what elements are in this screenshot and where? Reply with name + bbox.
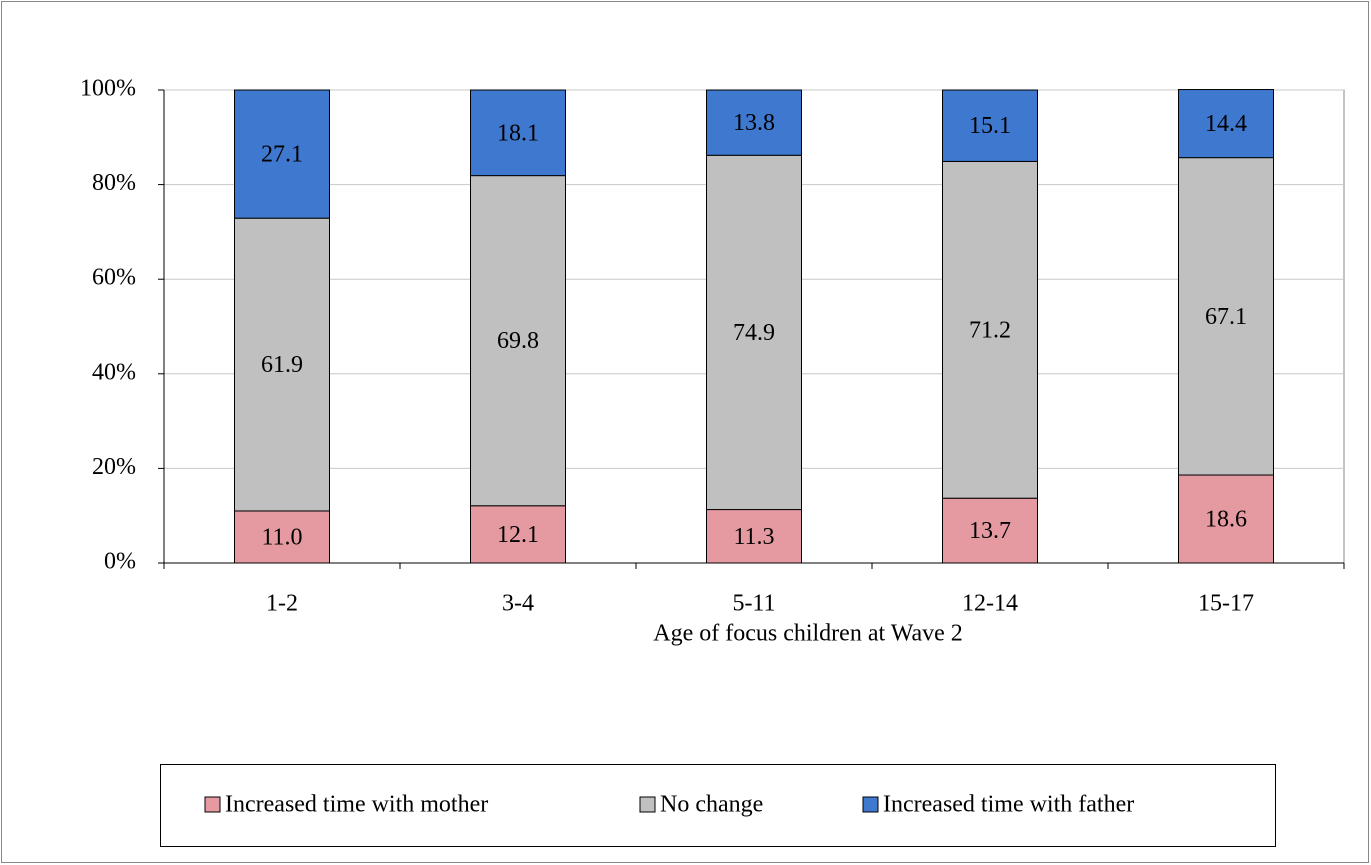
- data-label: 11.0: [261, 524, 302, 550]
- legend-label: No change: [660, 792, 763, 818]
- bar-segment: [1178, 89, 1274, 159]
- bar-segment: [942, 160, 1038, 499]
- bar-segment: [706, 89, 802, 156]
- bar-segment: [470, 175, 566, 507]
- data-label: 15.1: [969, 113, 1011, 139]
- data-label: 18.6: [1205, 507, 1247, 533]
- bar-segment: [470, 89, 566, 177]
- y-tick-label: 100%: [80, 76, 136, 102]
- y-tick-label: 40%: [92, 359, 136, 385]
- bar-segment: [706, 154, 802, 511]
- bar-segment: [234, 510, 330, 564]
- bar-segment: [706, 509, 802, 564]
- x-tick-label: 1-2: [266, 591, 298, 617]
- data-label: 71.2: [969, 317, 1011, 343]
- data-label: 67.1: [1205, 304, 1247, 330]
- data-label: 18.1: [497, 120, 539, 146]
- data-label: 13.8: [733, 110, 775, 136]
- data-label: 27.1: [261, 142, 303, 168]
- legend-swatch: [204, 796, 221, 813]
- x-tick-label: 3-4: [502, 591, 534, 617]
- bar-segment: [942, 89, 1038, 162]
- x-tick-label: 15-17: [1198, 591, 1254, 617]
- data-label: 11.3: [733, 524, 774, 550]
- data-label: 14.4: [1205, 111, 1247, 137]
- y-tick-label: 0%: [104, 549, 136, 575]
- data-label: 13.7: [969, 518, 1011, 544]
- x-axis-label: Age of focus children at Wave 2: [653, 621, 963, 647]
- data-label: 61.9: [261, 352, 303, 378]
- data-label: 74.9: [733, 320, 775, 346]
- legend-label: Increased time with mother: [225, 792, 488, 818]
- y-tick-label: 60%: [92, 265, 136, 291]
- bar-segment: [470, 505, 566, 564]
- x-tick-label: 12-14: [962, 591, 1018, 617]
- y-tick-label: 20%: [92, 454, 136, 480]
- legend-label: Increased time with father: [883, 792, 1134, 818]
- bar-segment: [1178, 157, 1274, 476]
- bar-segment: [234, 217, 330, 512]
- legend-box: [160, 764, 1276, 847]
- data-label: 69.8: [497, 328, 539, 354]
- bar-segment: [942, 497, 1038, 564]
- bar-segment: [234, 89, 330, 219]
- y-tick-label: 80%: [92, 170, 136, 196]
- legend-swatch: [862, 796, 879, 813]
- x-tick-label: 5-11: [732, 591, 775, 617]
- data-label: 12.1: [497, 522, 539, 548]
- legend-swatch: [639, 796, 656, 813]
- bar-segment: [1178, 474, 1274, 564]
